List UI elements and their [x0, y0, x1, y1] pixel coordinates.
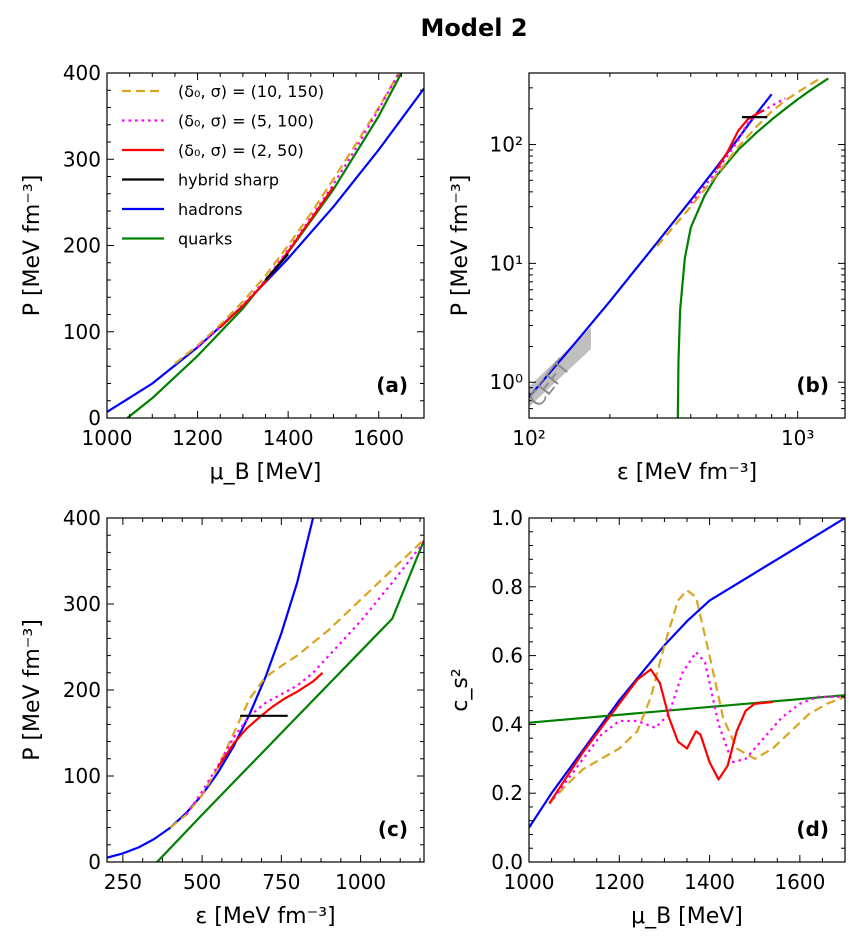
legend: (δ₀, σ) = (10, 150) (δ₀, σ) = (5, 100) (δ₀… — [122, 82, 324, 249]
panel-tag: (a) — [376, 373, 408, 397]
series-d10-line-a — [174, 73, 401, 365]
x-tick-label: 1400 — [263, 426, 314, 450]
y-tick-label: 300 — [63, 592, 101, 616]
y-tick-label: 400 — [63, 61, 101, 85]
series-quarks-line-d — [529, 694, 845, 724]
y-tick-label: 10² — [490, 133, 523, 157]
ticks-b — [528, 73, 845, 418]
y-axis-label: P [MeV fm⁻³] — [20, 619, 45, 761]
x-axis-label: ε [MeV fm⁻³] — [617, 460, 757, 485]
ticks-a — [106, 72, 424, 419]
x-tick-label: 10² — [512, 426, 545, 450]
legend-label-hybrid: hybrid sharp — [178, 171, 279, 190]
y-tick-label: 400 — [63, 506, 101, 530]
plot-area-d — [529, 518, 845, 829]
y-tick-label: 0 — [88, 406, 101, 430]
legend-label-d10: (δ₀, σ) = (10, 150) — [178, 82, 324, 101]
series-d2-line-c — [217, 671, 324, 769]
series-hadrons-line-d — [529, 518, 845, 829]
ticks-c — [107, 517, 424, 863]
y-tick-label: 100 — [63, 764, 101, 788]
x-tick-label: 250 — [104, 870, 142, 894]
series-d10-line-d — [548, 589, 845, 805]
y-tick-label: 10¹ — [490, 251, 523, 275]
plot-area-c — [107, 518, 424, 862]
x-axis-label: ε [MeV fm⁻³] — [195, 904, 335, 929]
x-tick-label: 1600 — [353, 426, 404, 450]
axes-frame-d — [528, 517, 846, 863]
series-quarks-line-c — [156, 539, 424, 862]
panel-tag: (b) — [796, 373, 829, 397]
x-tick-label: 1600 — [774, 870, 825, 894]
x-tick-label: 500 — [183, 870, 221, 894]
x-axis-label: μ_B [MeV] — [210, 460, 322, 485]
series-d10-line-b — [656, 78, 820, 247]
y-tick-label: 1.0 — [491, 506, 523, 530]
y-tick-label: 0.2 — [491, 781, 523, 805]
y-axis-label: c_s² — [448, 668, 473, 711]
y-tick-label: 0.4 — [491, 712, 523, 736]
series-d5-line-d — [548, 651, 845, 805]
y-tick-label: 0.6 — [491, 644, 523, 668]
axes-frame-c — [106, 517, 425, 863]
series-d5-line-c — [185, 541, 424, 816]
legend-label-quarks: quarks — [178, 230, 232, 249]
y-axis-label: P [MeV fm⁻³] — [448, 175, 473, 317]
y-axis-label: P [MeV fm⁻³] — [20, 175, 45, 317]
series-d10-line-c — [169, 538, 424, 829]
x-tick-label: 1200 — [172, 426, 223, 450]
x-tick-label: 1000 — [82, 426, 133, 450]
ceft-band — [529, 327, 591, 407]
y-tick-label: 0.8 — [491, 575, 523, 599]
x-tick-label: 750 — [262, 870, 300, 894]
y-tick-label: 100 — [63, 320, 101, 344]
axes-frame-b — [528, 72, 846, 419]
series-hadrons-line-c — [107, 518, 315, 859]
ticks-d — [528, 517, 845, 863]
y-tick-label: 300 — [63, 147, 101, 171]
y-tick-label: 200 — [63, 234, 101, 258]
series-hadrons-line-a — [107, 87, 424, 413]
x-tick-label: 1000 — [335, 870, 386, 894]
panel-tag: (d) — [796, 817, 829, 841]
x-tick-label: 1200 — [594, 870, 645, 894]
x-tick-label: 1400 — [684, 870, 735, 894]
x-tick-label: 1000 — [504, 870, 555, 894]
panel-d: 1000 1200 1400 1600 0.0 0.2 0.4 0.6 0.8 1.0 μ_B [M… — [448, 506, 846, 929]
series-d2-line-b — [715, 109, 765, 170]
y-tick-label: 200 — [63, 678, 101, 702]
series-hadrons-line-b — [529, 93, 773, 398]
y-tick-label: 0 — [88, 850, 101, 874]
y-tick-label: 10⁰ — [490, 370, 523, 394]
series-quarks-line-b — [676, 77, 829, 418]
series-d5-line-b — [689, 97, 786, 205]
legend-label-hadrons: hadrons — [178, 200, 243, 219]
series-hybrid-line-a — [264, 253, 289, 281]
x-axis-label: μ_B [MeV] — [631, 904, 743, 929]
legend-label-d5: (δ₀, σ) = (5, 100) — [178, 112, 314, 131]
series-d2-line-d — [548, 668, 773, 805]
legend-label-d2: (δ₀, σ) = (2, 50) — [178, 141, 304, 160]
panel-b: 10² 10³ 10⁰ 10¹ 10² ε [MeV fm⁻³] P [MeV fm⁻³] (… — [448, 72, 846, 485]
panel-tag: (c) — [378, 817, 408, 841]
panel-a: 1000 1200 1400 1600 0 100 200 300 400 μ_B [MeV] P … — [20, 61, 425, 485]
x-tick-label: 10³ — [781, 426, 814, 450]
figure-title: Model 2 — [420, 14, 527, 42]
panel-c: 250 500 750 1000 0 100 200 300 400 ε [MeV fm⁻³] P … — [20, 506, 425, 929]
plot-area-b — [529, 77, 829, 418]
plot-area-a — [107, 73, 424, 418]
y-tick-label: 0.0 — [491, 850, 523, 874]
